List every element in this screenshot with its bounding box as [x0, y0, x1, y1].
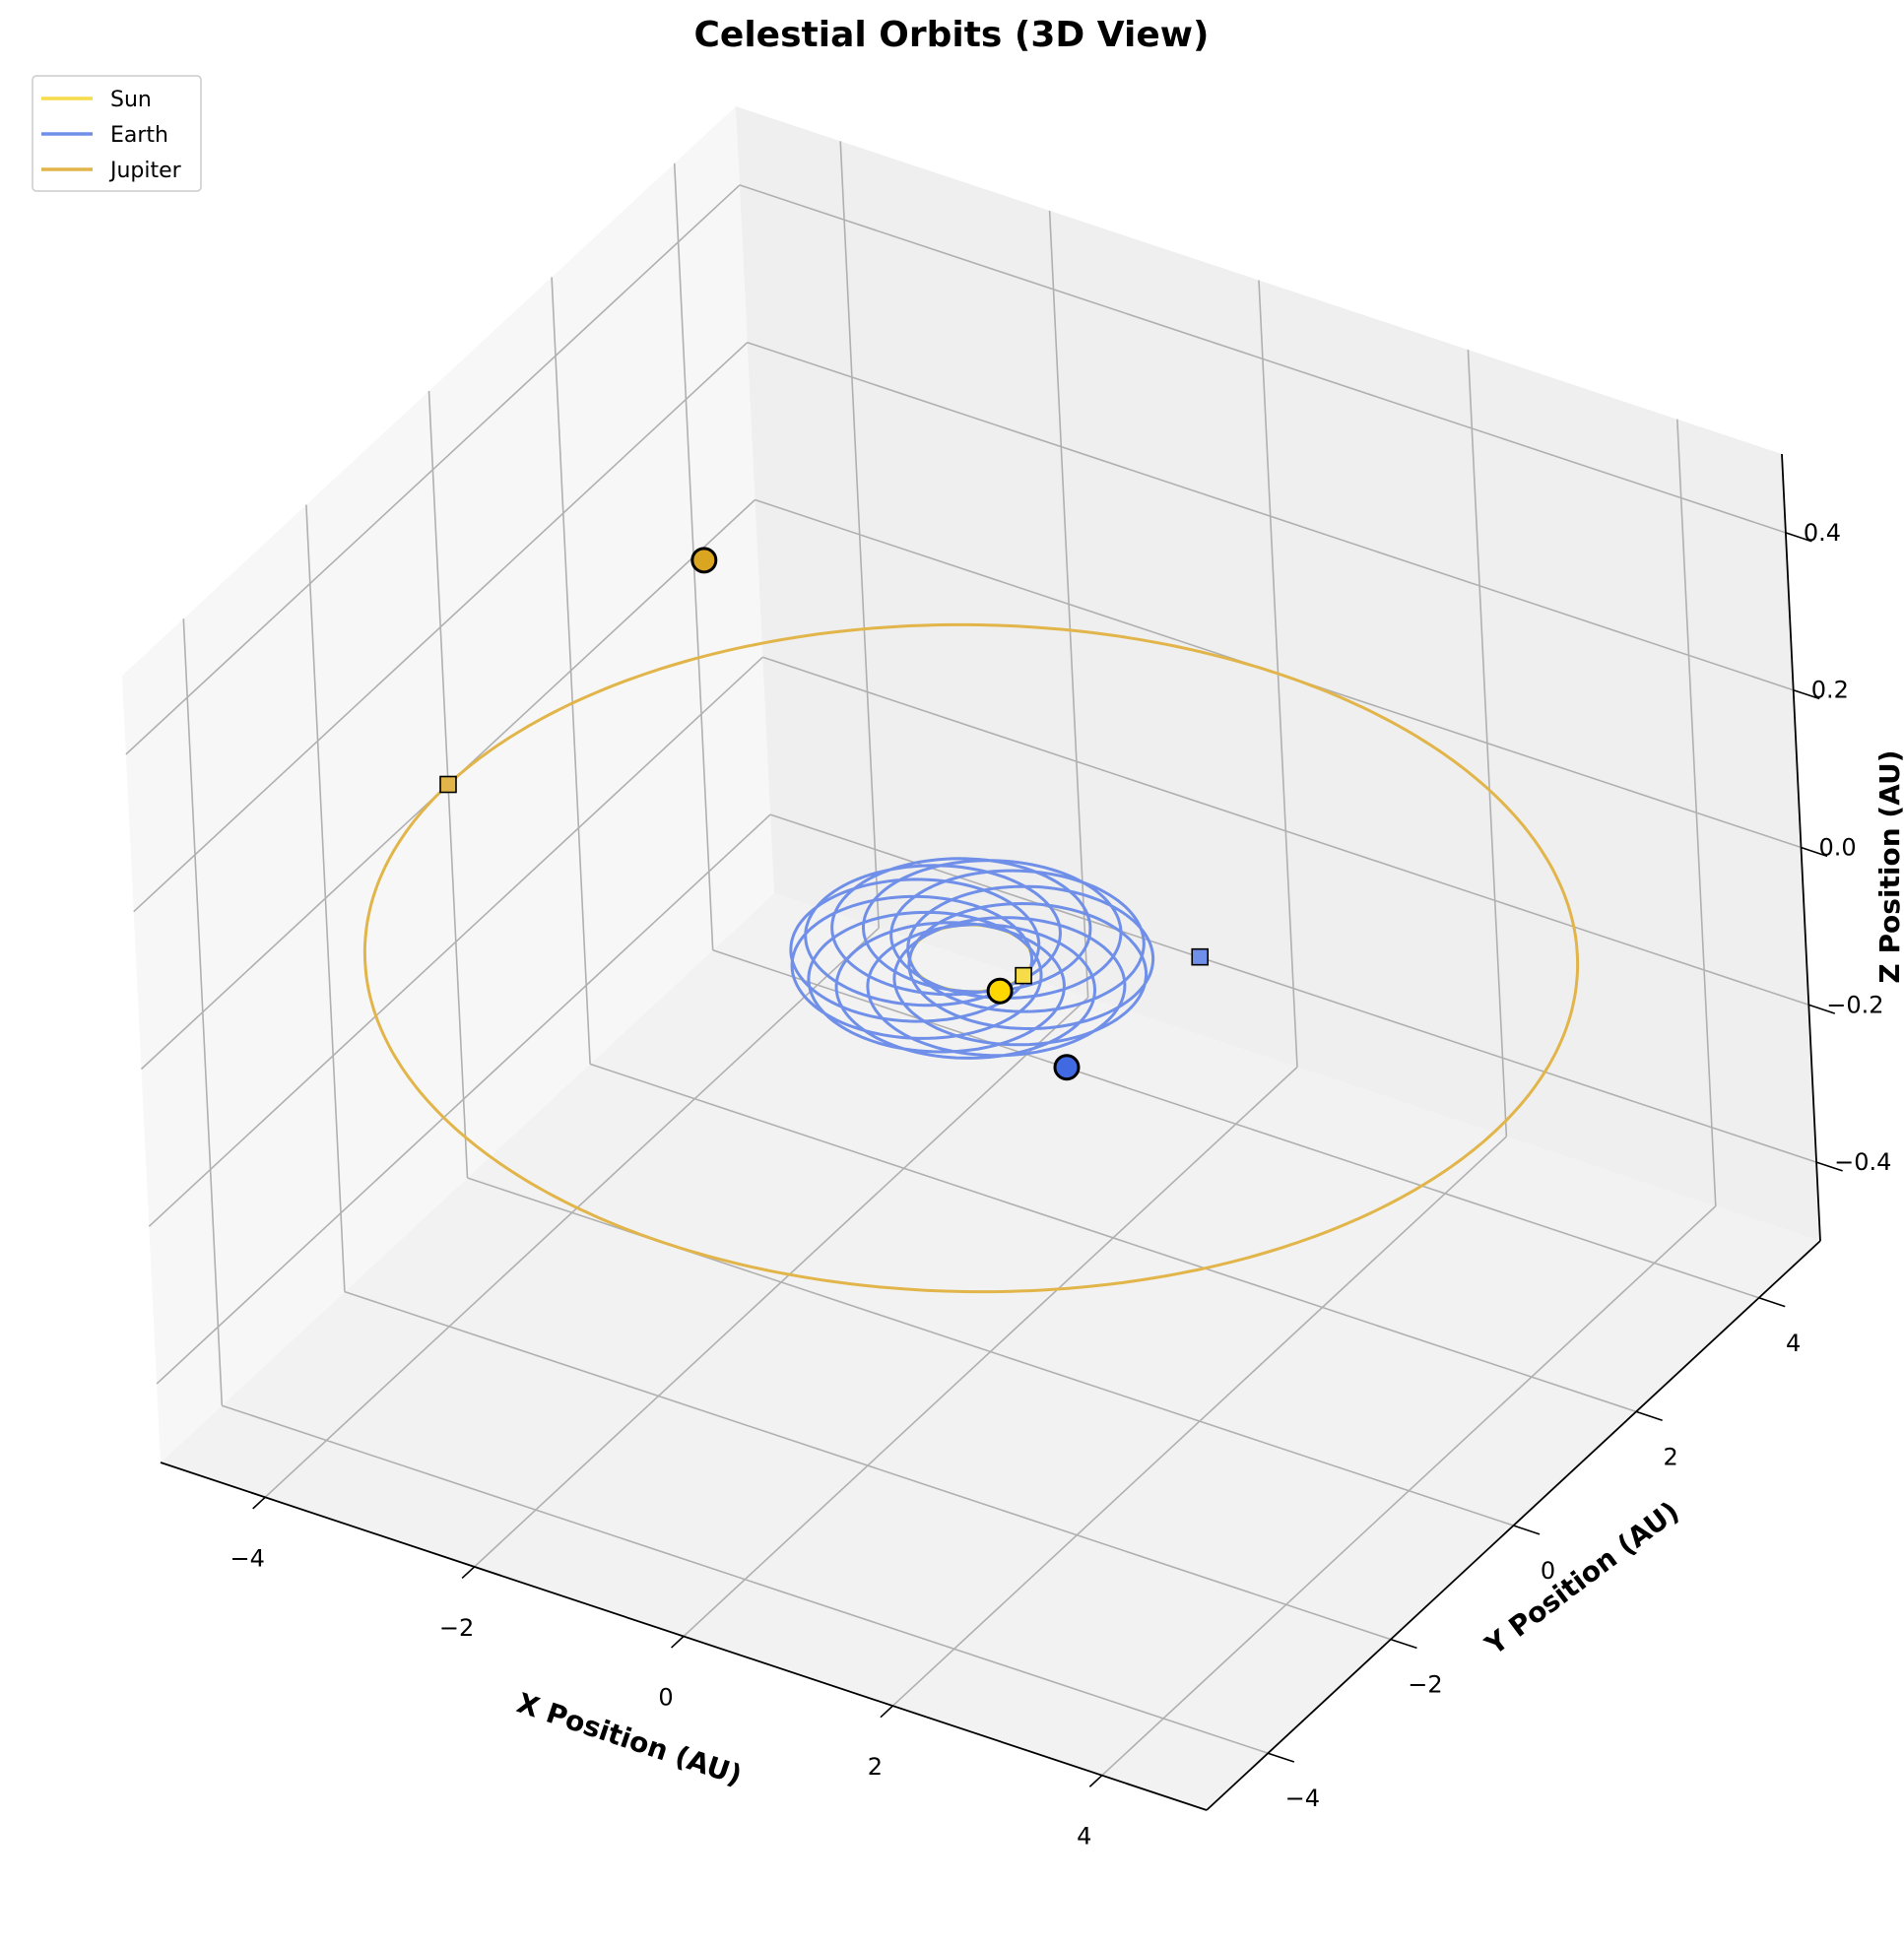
x-tick-label: 2 [868, 1753, 883, 1781]
z-tick [1815, 1161, 1843, 1172]
y-tick-label: −4 [1285, 1785, 1320, 1812]
x-tick [670, 1635, 685, 1649]
grid-line-y [589, 1063, 1637, 1413]
grid-line-z [747, 341, 1794, 691]
x-tick-label: −4 [230, 1544, 265, 1572]
x-tick-label: −2 [439, 1614, 474, 1642]
y-tick-label: −2 [1408, 1671, 1442, 1699]
y-tick [1635, 1410, 1663, 1421]
earth-start-marker [1191, 947, 1210, 966]
grid-line-z [769, 813, 1817, 1163]
z-tick-label: 0.2 [1811, 677, 1849, 704]
legend: Sun Earth Jupiter [32, 75, 202, 192]
z-tick-label: −0.4 [1834, 1148, 1891, 1176]
z-tick-label: −0.2 [1826, 991, 1883, 1018]
sun-start-marker [1015, 966, 1032, 985]
chart-title: Celestial Orbits (3D View) [694, 15, 1210, 55]
x-tick [880, 1705, 893, 1719]
z-tick [1801, 846, 1828, 858]
x-tick [461, 1566, 476, 1580]
y-tick-label: 0 [1541, 1557, 1555, 1585]
z-tick [1793, 688, 1820, 700]
jupiter-start-marker [439, 775, 457, 794]
grid-line-z [125, 184, 741, 755]
x-tick-label: 4 [1077, 1823, 1091, 1851]
z-tick [1808, 1004, 1836, 1014]
grid-line-z [739, 184, 1787, 534]
x-axis-label: X Position (AU) [513, 1687, 747, 1792]
y-tick-label: 2 [1663, 1443, 1677, 1470]
grid-line-y [344, 1290, 1392, 1641]
y-tick [1390, 1638, 1417, 1650]
y-tick [1513, 1525, 1541, 1535]
x-tick [252, 1496, 266, 1510]
sun-end-marker [986, 977, 1014, 1005]
position-markers [439, 547, 1210, 1081]
y-tick-label: 4 [1786, 1330, 1801, 1357]
grid-line-z [762, 656, 1809, 1007]
x-tick [1088, 1775, 1103, 1787]
z-tick [1785, 532, 1812, 543]
earth-end-marker [1053, 1054, 1081, 1081]
grid-line-y [712, 949, 1759, 1299]
legend-label-earth: Earth [110, 123, 168, 148]
z-tick-label: 0.4 [1804, 519, 1841, 547]
y-tick [1758, 1297, 1786, 1308]
grid-line-z [133, 342, 749, 913]
legend-box [32, 75, 202, 192]
legend-label-sun: Sun [110, 88, 152, 112]
x-tick-label: 0 [658, 1684, 673, 1712]
z-axis-label: Z Position (AU) [1873, 749, 1904, 983]
grid-line-z [156, 813, 771, 1385]
tick-labels: −4 −2 0 2 4 −4 −2 0 2 4 −0.4 −0.2 0.0 0.2 0.4 [230, 519, 1892, 1851]
z-tick-label: 0.0 [1819, 834, 1857, 862]
axes-panes [122, 106, 1820, 1810]
grid-line-y [222, 1404, 1269, 1754]
grid-line-z [148, 656, 763, 1227]
y-tick [1268, 1752, 1295, 1763]
jupiter-end-marker [690, 547, 718, 574]
legend-label-jupiter: Jupiter [108, 159, 182, 183]
